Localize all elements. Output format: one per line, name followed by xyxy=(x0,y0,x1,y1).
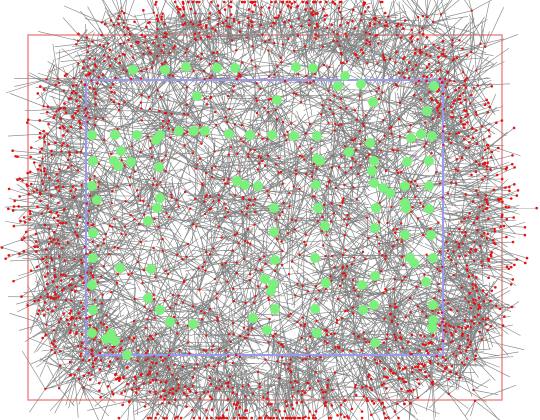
edge xyxy=(53,44,59,83)
edge xyxy=(215,243,239,244)
edge xyxy=(386,220,402,255)
edge xyxy=(475,359,510,377)
edge xyxy=(295,295,311,300)
edge xyxy=(48,61,74,78)
edge xyxy=(14,79,46,86)
edge xyxy=(73,64,74,78)
edge xyxy=(473,379,490,390)
edge xyxy=(25,110,59,111)
edge xyxy=(85,18,102,22)
edge xyxy=(22,351,45,389)
edge xyxy=(185,186,195,192)
edge xyxy=(302,338,312,348)
edge xyxy=(117,186,126,199)
edge xyxy=(38,31,78,40)
edge xyxy=(166,170,181,171)
edge xyxy=(464,177,485,186)
edge xyxy=(56,46,89,53)
edge xyxy=(105,8,118,19)
edge xyxy=(271,336,274,380)
edge xyxy=(481,262,516,286)
edge xyxy=(420,191,449,203)
edge xyxy=(473,390,498,419)
edge xyxy=(373,400,406,414)
edge xyxy=(442,267,465,298)
edge xyxy=(10,93,44,106)
edge xyxy=(279,306,281,345)
edge xyxy=(402,0,433,22)
edge xyxy=(102,22,124,23)
edge xyxy=(273,0,274,23)
edge xyxy=(397,93,399,103)
edge xyxy=(341,91,376,99)
edge xyxy=(210,209,213,246)
edge xyxy=(268,86,269,100)
edge xyxy=(308,288,340,291)
edge xyxy=(386,194,387,223)
edge xyxy=(64,6,102,23)
edge xyxy=(259,313,270,319)
edge xyxy=(223,161,263,163)
edge xyxy=(58,50,60,79)
edge xyxy=(432,383,434,420)
edge xyxy=(135,287,136,299)
